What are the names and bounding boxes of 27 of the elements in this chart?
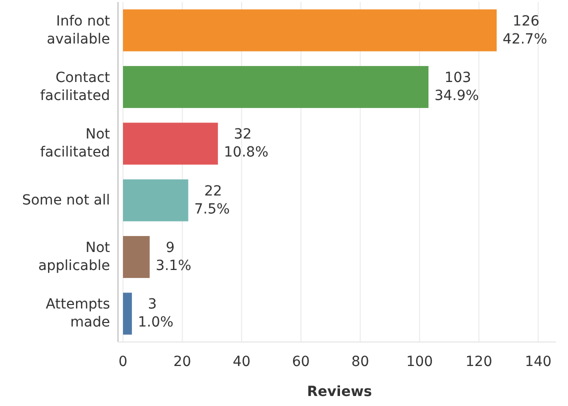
x-tick-label: 80 [351,354,370,370]
bar [123,122,218,165]
x-tick-label: 20 [173,354,192,370]
x-tick-label: 0 [118,354,128,370]
bar [123,292,132,335]
y-tick-label: Not applicable [38,240,111,274]
x-axis-title: Reviews [307,384,372,400]
x-tick-label: 120 [466,354,492,370]
data-label: 126 42.7% [502,13,548,48]
bar [123,236,150,278]
x-tick-label: 60 [292,354,310,370]
x-tick-label: 40 [232,354,251,370]
y-tick-label: Contact facilitated [40,70,111,104]
data-label: 3 1.0% [138,296,174,331]
x-tick-label: 140 [524,354,552,370]
bar [123,66,428,108]
data-label: 22 7.5% [194,183,230,218]
data-label: 103 34.9% [434,70,479,104]
y-tick-label: Attempts made [46,296,110,331]
y-tick-label: Info not available [46,13,111,48]
bar [123,9,497,52]
bar [123,179,188,222]
x-tick-label: 100 [406,354,433,370]
y-tick-label: Not facilitated [40,126,111,161]
y-tick-label: Some not all [22,192,110,208]
data-label: 32 10.8% [224,126,268,161]
data-label: 9 3.1% [156,240,192,274]
